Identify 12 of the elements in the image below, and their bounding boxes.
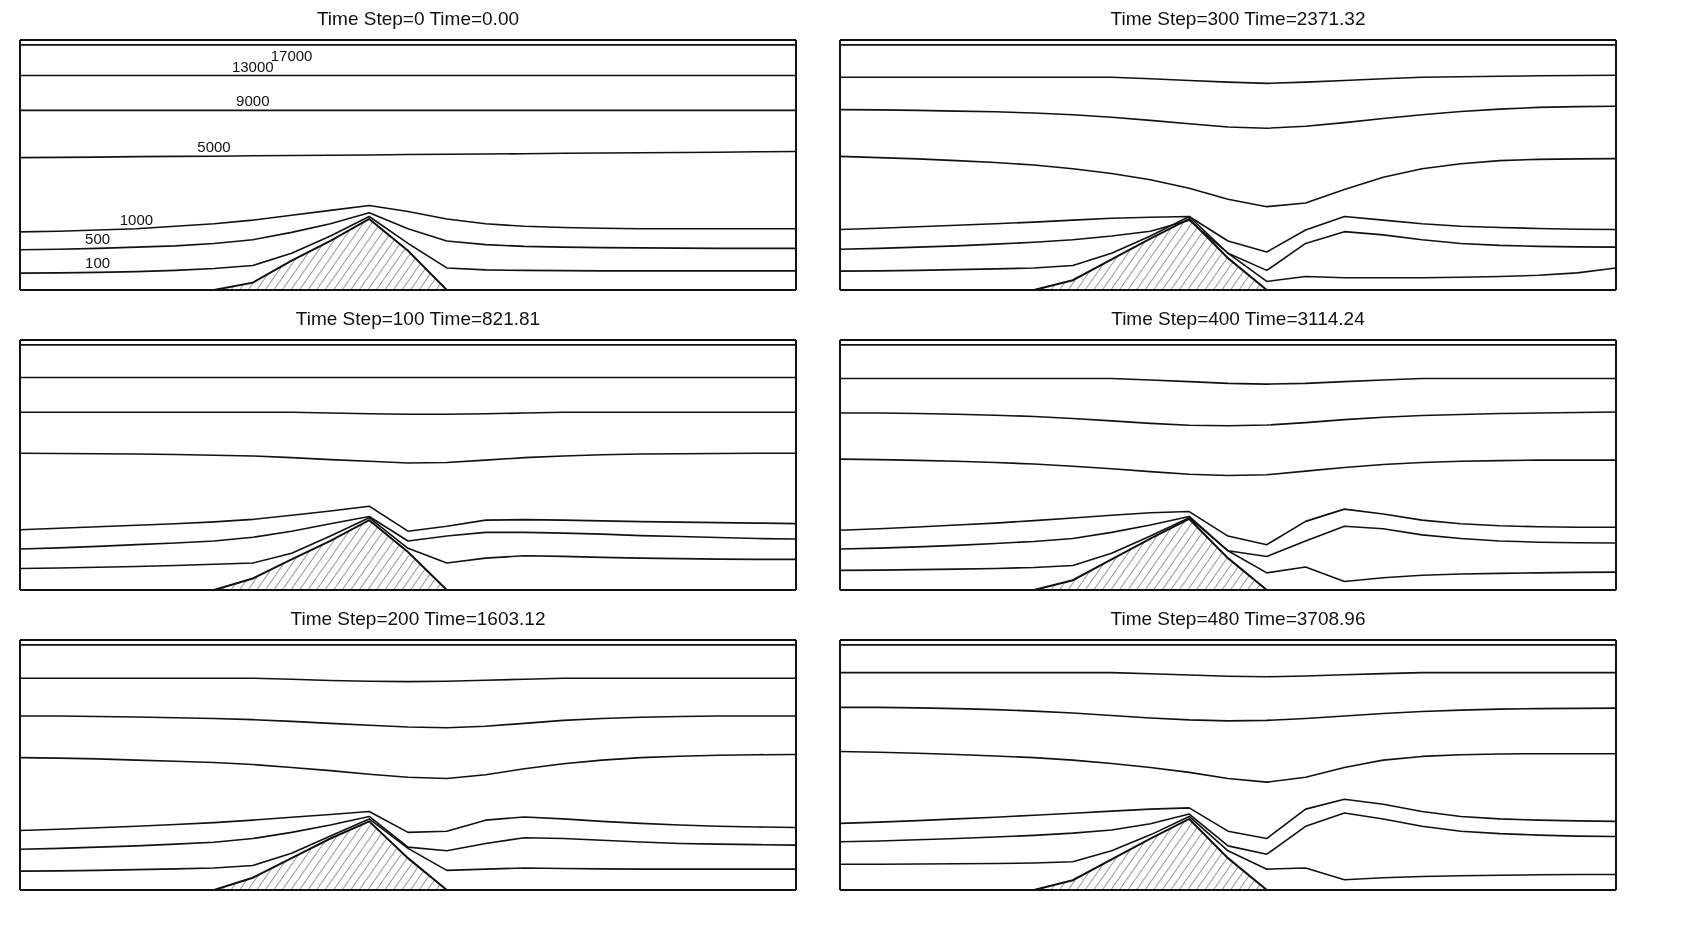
series-label: 9000 (236, 92, 270, 110)
chart-title: Time Step=100 Time=821.81 (294, 308, 542, 331)
series-label: 100 (85, 254, 111, 272)
series-label: 1000 (119, 210, 154, 228)
series-label: 13000 (231, 57, 274, 75)
chart-title: Time Step=480 Time=3708.96 (1109, 608, 1367, 631)
chart-title: Time Step=400 Time=3114.24 (1110, 308, 1366, 331)
chart-title: Time Step=300 Time=2371.32 (1109, 8, 1367, 31)
series-label: 5000 (197, 138, 231, 156)
series-label: 500 (85, 230, 111, 248)
chart-title: Time Step=0 Time=0.00 (315, 8, 521, 31)
chart-title: Time Step=200 Time=1603.12 (289, 608, 547, 631)
